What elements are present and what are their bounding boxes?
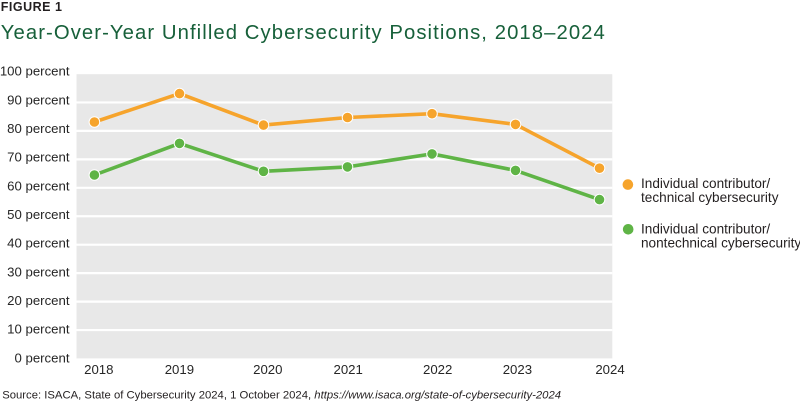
svg-text:Source: ISACA, State of Cybers: Source: ISACA, State of Cybersecurity 20… — [2, 390, 561, 401]
svg-text:2020: 2020 — [253, 362, 282, 377]
svg-text:50 percent: 50 percent — [7, 207, 70, 222]
svg-text:2019: 2019 — [165, 362, 194, 377]
svg-text:60 percent: 60 percent — [7, 178, 70, 193]
svg-text:technical cybersecurity: technical cybersecurity — [641, 190, 779, 205]
svg-text:0 percent: 0 percent — [15, 350, 70, 365]
svg-text:40 percent: 40 percent — [7, 236, 70, 251]
svg-text:FIGURE 1: FIGURE 1 — [1, 0, 63, 14]
svg-text:30 percent: 30 percent — [7, 264, 70, 279]
svg-text:2022: 2022 — [423, 362, 452, 377]
svg-text:80 percent: 80 percent — [7, 121, 70, 136]
svg-text:Year-Over-Year Unfilled Cybers: Year-Over-Year Unfilled Cybersecurity Po… — [1, 22, 606, 44]
svg-text:10 percent: 10 percent — [7, 322, 70, 337]
svg-text:2018: 2018 — [84, 362, 113, 377]
svg-text:20 percent: 20 percent — [7, 293, 70, 308]
svg-text:90 percent: 90 percent — [7, 92, 70, 107]
svg-text:2021: 2021 — [334, 362, 363, 377]
svg-text:Individual contributor/: Individual contributor/ — [641, 176, 770, 191]
svg-text:nontechnical cybersecurity: nontechnical cybersecurity — [641, 235, 800, 250]
svg-text:70 percent: 70 percent — [7, 150, 70, 165]
svg-text:100 percent: 100 percent — [0, 64, 70, 79]
svg-text:2023: 2023 — [503, 362, 532, 377]
svg-text:Individual contributor/: Individual contributor/ — [641, 222, 770, 237]
svg-text:2024: 2024 — [595, 362, 624, 377]
